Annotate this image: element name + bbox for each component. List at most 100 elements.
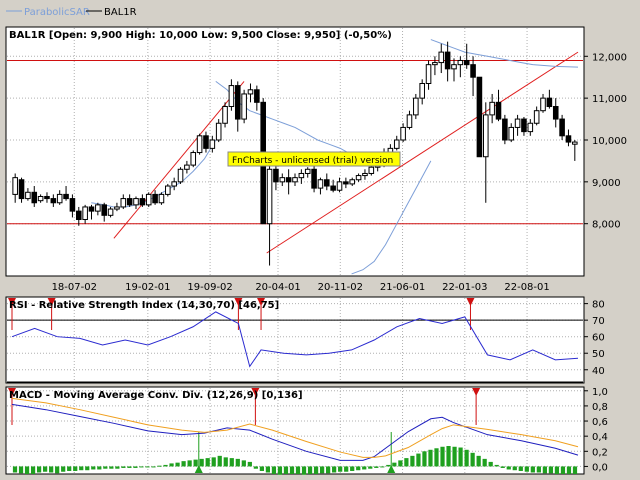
candle bbox=[120, 194, 127, 210]
macd-signal-marker bbox=[251, 388, 260, 425]
sar-series bbox=[91, 39, 579, 275]
candle bbox=[285, 169, 292, 195]
candle-body-down bbox=[273, 168, 279, 183]
macd-hist-bar bbox=[356, 466, 361, 471]
macd-hist-bar bbox=[422, 451, 427, 467]
macd-signal-marker bbox=[472, 388, 481, 425]
candle bbox=[234, 81, 241, 132]
candle-body-down bbox=[463, 59, 470, 66]
macd-signal-marker bbox=[387, 432, 396, 473]
macd-hist-bar bbox=[217, 455, 222, 467]
candle-body-down bbox=[75, 210, 82, 221]
macd-hist-bar bbox=[169, 463, 174, 467]
macd-hist-bar bbox=[103, 466, 108, 469]
macd-hist-bar bbox=[404, 458, 409, 467]
candle-body-up bbox=[482, 114, 489, 158]
candle bbox=[50, 194, 57, 207]
legend-sar-label: ParabolicSAR bbox=[24, 7, 90, 18]
candle bbox=[196, 133, 203, 155]
macd-hist-bar bbox=[536, 466, 541, 473]
macd-hist-bar bbox=[229, 458, 234, 467]
macd-hist-bar bbox=[265, 466, 271, 473]
candle bbox=[107, 206, 114, 218]
rsi-signal-marker bbox=[257, 298, 266, 330]
candle bbox=[432, 56, 438, 76]
candle bbox=[540, 93, 546, 113]
candle bbox=[438, 43, 445, 74]
macd-hist-bar bbox=[157, 465, 162, 467]
price-y-tick-label: 11,000 bbox=[592, 94, 627, 105]
price-panel: BAL1R [Open: 9,900 High: 10,000 Low: 9,5… bbox=[5, 26, 627, 293]
candle-body-down bbox=[101, 204, 108, 216]
candle-body-down bbox=[18, 179, 25, 200]
macd-hist-bar bbox=[572, 466, 578, 474]
macd-hist-bar bbox=[452, 446, 457, 467]
macd-hist-bar bbox=[235, 458, 240, 467]
macd-hist-bar bbox=[338, 466, 343, 472]
macd-hist-bar bbox=[73, 466, 78, 471]
macd-hist-bar bbox=[416, 453, 421, 467]
macd-hist-bar bbox=[386, 464, 391, 467]
candle bbox=[101, 202, 108, 222]
price-x-tick-label: 22-01-03 bbox=[442, 282, 487, 293]
macd-hist-bar bbox=[55, 466, 60, 474]
candle bbox=[88, 204, 95, 220]
candle-body-up bbox=[37, 195, 44, 202]
macd-title: MACD - Moving Average Conv. Div. (12,26,… bbox=[9, 390, 303, 401]
price-x-tick-label: 20-11-02 bbox=[318, 282, 363, 293]
candle bbox=[470, 56, 476, 97]
candle-body-up bbox=[279, 177, 286, 183]
candle bbox=[476, 76, 483, 158]
candle-body-up bbox=[438, 51, 445, 64]
macd-hist-bar bbox=[307, 466, 313, 474]
candle-body-down bbox=[495, 101, 502, 120]
macd-hist-bar bbox=[61, 466, 66, 472]
macd-hist-bar bbox=[319, 466, 325, 474]
candle bbox=[63, 186, 69, 201]
rsi-panel: RSI - Relative Strength Index (14,30,70)… bbox=[5, 296, 605, 384]
candle-body-up bbox=[540, 97, 546, 112]
rsi-y-tick-label: 70 bbox=[592, 316, 605, 327]
candle-body-down bbox=[88, 206, 95, 212]
candle-body-down bbox=[63, 193, 69, 200]
macd-hist-bar bbox=[548, 466, 554, 474]
candle-body-up bbox=[317, 179, 324, 189]
macd-hist-bar bbox=[121, 466, 126, 468]
candle bbox=[552, 98, 559, 128]
candle-body-up bbox=[25, 191, 31, 200]
legend: ParabolicSAR BAL1R bbox=[6, 7, 137, 18]
candle-body-up bbox=[355, 175, 362, 181]
rsi-signal-arrow bbox=[257, 298, 266, 306]
macd-hist-bar bbox=[374, 466, 379, 468]
macd-hist-bar bbox=[223, 457, 228, 467]
candle-body-up bbox=[177, 168, 184, 183]
macd-hist-bar bbox=[253, 466, 258, 469]
candle bbox=[572, 139, 578, 161]
candle bbox=[190, 150, 197, 168]
candle-body-up bbox=[266, 168, 273, 225]
macd-histogram bbox=[12, 446, 578, 475]
candle bbox=[126, 194, 133, 207]
macd-y-tick-label: 0,8 bbox=[592, 402, 608, 413]
candle-body-down bbox=[470, 64, 476, 78]
candle bbox=[152, 190, 158, 205]
candle-body-up bbox=[451, 64, 457, 70]
macd-hist-bar bbox=[326, 466, 331, 474]
candle bbox=[559, 114, 565, 140]
candle bbox=[343, 177, 349, 189]
candle-body-down bbox=[203, 135, 209, 149]
candle bbox=[425, 60, 432, 90]
rsi-plot-area bbox=[5, 296, 585, 384]
candle bbox=[521, 116, 527, 136]
macd-hist-bar bbox=[560, 466, 566, 474]
candle-body-up bbox=[114, 206, 120, 210]
candle bbox=[241, 89, 247, 124]
legend-price-label: BAL1R bbox=[104, 7, 137, 18]
macd-hist-bar bbox=[175, 462, 180, 467]
candle bbox=[44, 192, 50, 203]
rsi-signal-marker bbox=[8, 298, 16, 330]
candle-body-down bbox=[502, 118, 508, 141]
price-horizontal-lines bbox=[7, 59, 583, 225]
candle bbox=[247, 83, 254, 103]
